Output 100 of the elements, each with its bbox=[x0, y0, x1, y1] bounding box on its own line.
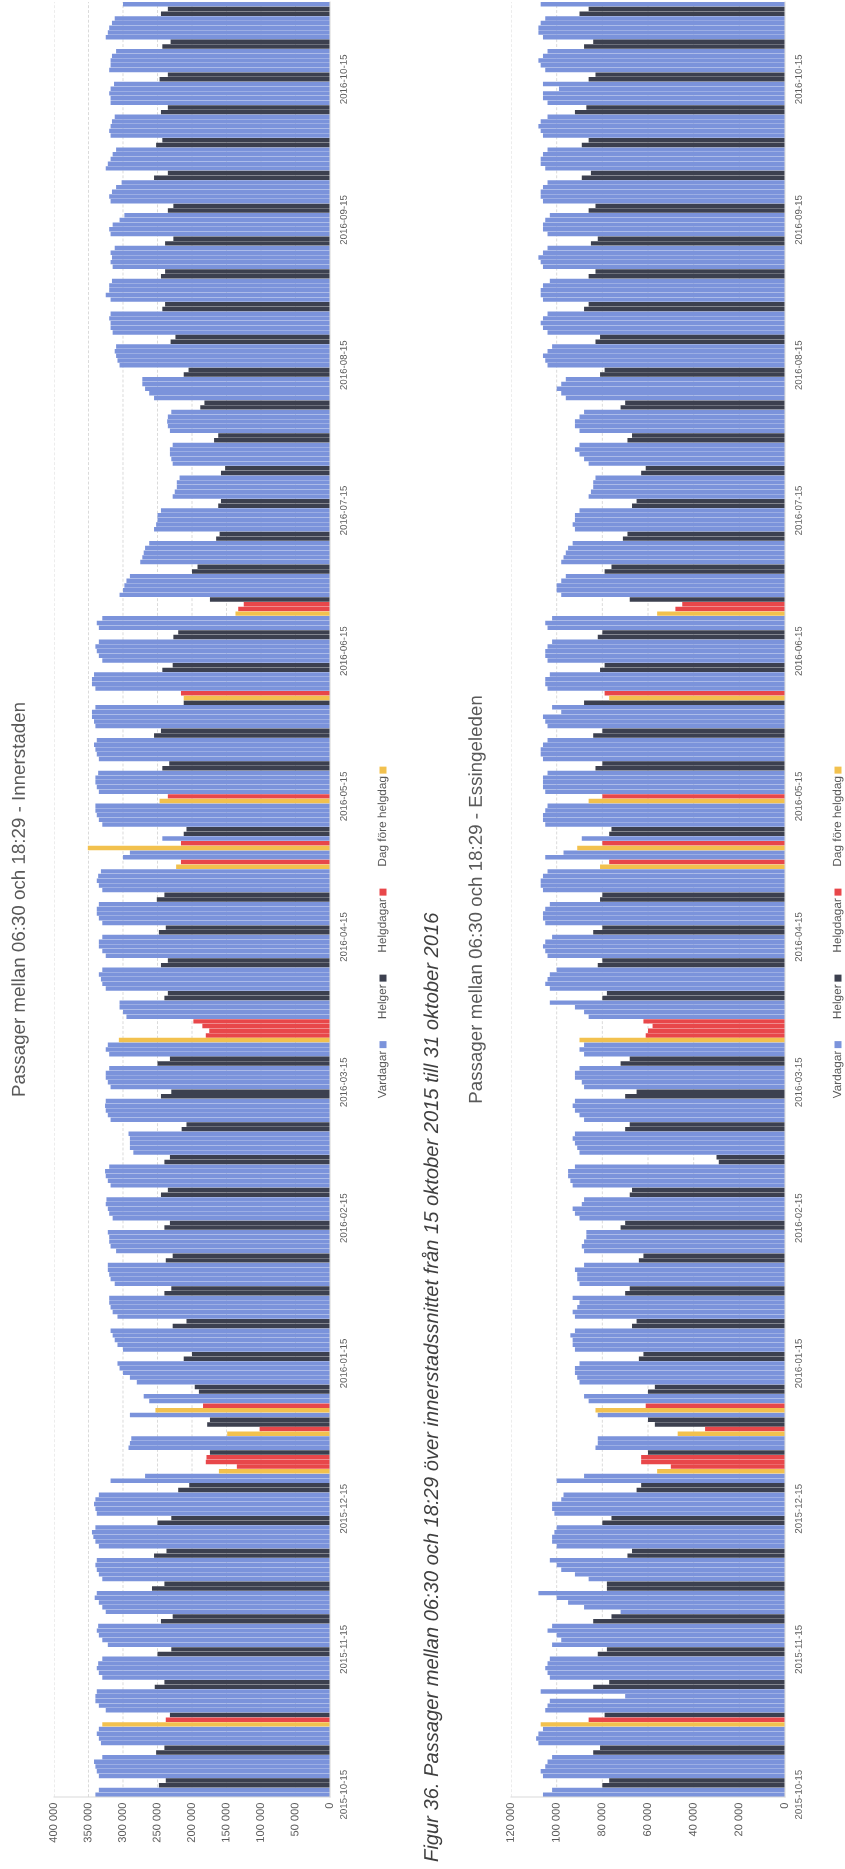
x-tick-label: 350 000 bbox=[83, 1802, 92, 1843]
bar bbox=[98, 770, 330, 776]
bar bbox=[175, 334, 330, 340]
legend-label: Dag före helgdag bbox=[377, 776, 389, 866]
bar bbox=[96, 1689, 330, 1694]
y-tick-label: 2015-11-15 bbox=[794, 1625, 802, 1674]
bar bbox=[93, 1534, 330, 1540]
bar bbox=[183, 372, 330, 377]
y-tick-label: 2015-12-15 bbox=[339, 1484, 347, 1534]
bar bbox=[102, 1576, 330, 1582]
bar bbox=[574, 1347, 785, 1352]
bar bbox=[100, 869, 330, 874]
bar bbox=[540, 747, 785, 752]
bar bbox=[102, 822, 330, 827]
bar bbox=[579, 1150, 785, 1155]
bar bbox=[657, 1469, 785, 1474]
bar bbox=[602, 841, 785, 846]
y-tick-label: 2016-04-15 bbox=[339, 912, 347, 962]
bar bbox=[102, 1675, 330, 1680]
bar bbox=[602, 630, 785, 635]
bar bbox=[588, 208, 785, 213]
bar bbox=[579, 428, 785, 434]
bar bbox=[584, 1197, 785, 1202]
bar bbox=[95, 705, 330, 710]
bar bbox=[192, 569, 330, 574]
bar bbox=[102, 981, 330, 987]
text: Passager mellan 06:30 och 18:29 - Innerstaden bbox=[11, 703, 29, 1096]
legend-label: Vardagar bbox=[832, 1050, 844, 1099]
y-tick-label: 2016-10-15 bbox=[339, 54, 347, 104]
bar bbox=[109, 1065, 330, 1071]
bar bbox=[156, 1750, 330, 1755]
bar bbox=[579, 1065, 785, 1071]
bar bbox=[636, 1319, 785, 1324]
bar bbox=[133, 1150, 330, 1155]
bar bbox=[186, 1122, 330, 1127]
bar bbox=[102, 967, 330, 973]
bar bbox=[554, 1511, 785, 1516]
bar bbox=[203, 1403, 330, 1408]
bar bbox=[600, 864, 785, 869]
bar bbox=[600, 897, 785, 902]
bar bbox=[574, 1211, 785, 1216]
bar bbox=[572, 522, 785, 527]
bar bbox=[538, 58, 785, 63]
bar bbox=[556, 1525, 785, 1530]
bar bbox=[193, 1019, 330, 1024]
legend-label: Vardagar bbox=[377, 1050, 389, 1099]
bar bbox=[102, 1637, 330, 1643]
bar bbox=[98, 789, 330, 794]
bar bbox=[547, 1661, 785, 1666]
bar bbox=[540, 883, 785, 888]
bar bbox=[574, 447, 785, 452]
y-tick-label: 2016-08-15 bbox=[339, 340, 347, 390]
x-tick-label: 40 000 bbox=[688, 1802, 697, 1837]
bar bbox=[645, 466, 785, 471]
x-tick-label: 250 000 bbox=[152, 1802, 161, 1843]
bar bbox=[572, 541, 785, 546]
bar bbox=[574, 419, 785, 424]
bar bbox=[149, 541, 330, 546]
bar bbox=[602, 892, 785, 898]
y-tick-label: 2016-06-15 bbox=[794, 626, 802, 676]
y-tick-label: 2016-08-15 bbox=[794, 340, 802, 390]
bar bbox=[95, 723, 330, 729]
bar bbox=[547, 644, 785, 649]
bar bbox=[547, 869, 785, 874]
bar bbox=[611, 826, 785, 832]
bar bbox=[155, 1408, 330, 1413]
bar bbox=[96, 911, 330, 916]
bar bbox=[545, 789, 785, 794]
bar bbox=[561, 559, 785, 565]
bar bbox=[540, 119, 785, 124]
bar bbox=[602, 794, 785, 799]
bar bbox=[579, 1215, 785, 1221]
x-tick-label: 120 000 bbox=[506, 1802, 514, 1842]
bar bbox=[109, 1295, 330, 1301]
bar bbox=[96, 1511, 330, 1516]
bar bbox=[545, 358, 785, 363]
bar bbox=[114, 16, 330, 21]
bar bbox=[620, 1225, 785, 1230]
bar bbox=[574, 1314, 785, 1319]
x-tick-label: 200 000 bbox=[187, 1802, 195, 1843]
bar bbox=[102, 934, 330, 940]
bar bbox=[169, 447, 330, 452]
bar bbox=[98, 883, 330, 888]
bar bbox=[645, 1033, 785, 1038]
bar bbox=[588, 1717, 785, 1722]
bar bbox=[109, 1211, 330, 1216]
bar bbox=[98, 1623, 330, 1629]
x-tick-label: 100 000 bbox=[551, 1802, 560, 1842]
bar bbox=[606, 1586, 785, 1591]
bar bbox=[95, 747, 330, 752]
bar bbox=[102, 1722, 330, 1727]
bar bbox=[540, 2, 785, 7]
bar bbox=[622, 536, 785, 541]
bar bbox=[588, 461, 785, 466]
bar bbox=[627, 437, 785, 443]
bar bbox=[579, 1361, 785, 1366]
bar bbox=[561, 578, 785, 584]
bar bbox=[577, 1272, 785, 1277]
bar bbox=[545, 620, 785, 626]
bar bbox=[109, 283, 330, 288]
